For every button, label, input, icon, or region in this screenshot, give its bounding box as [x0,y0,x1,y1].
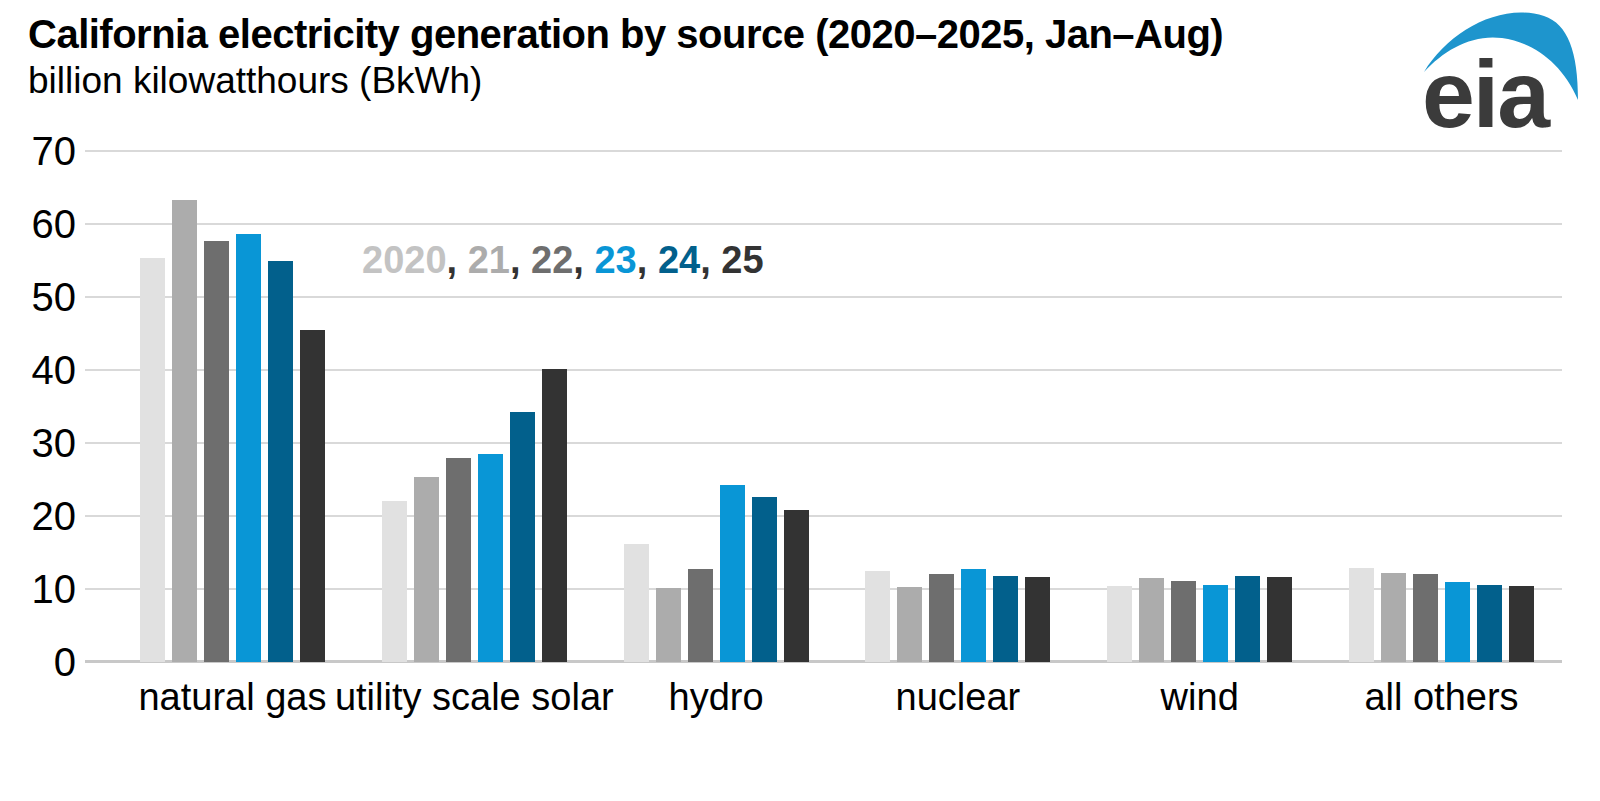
bar-natural-gas-23 [236,234,261,662]
bar-group-all-others [1349,151,1534,662]
bar-wind-25 [1267,577,1292,662]
y-axis-label-10: 10 [0,565,76,613]
bar-groups [85,151,1562,662]
x-axis-label-slot-nuclear: nuclear [865,672,1050,772]
bar-utility-scale-solar-22 [446,458,471,662]
bar-nuclear-24 [993,576,1018,662]
bar-all-others-2020 [1349,568,1374,662]
x-axis-label-all-others: all others [1296,672,1586,722]
bar-utility-scale-solar-21 [414,477,439,662]
y-axis-label-50: 50 [0,273,76,321]
bar-all-others-24 [1477,585,1502,662]
y-axis-labels: 010203040506070 [0,151,76,662]
eia-logo-graphic: eia [1412,6,1580,136]
bar-nuclear-23 [961,569,986,662]
chart-canvas: California electricity generation by sou… [0,0,1600,801]
chart-title: California electricity generation by sou… [28,12,1223,57]
bar-all-others-23 [1445,582,1470,662]
bar-hydro-2020 [624,544,649,662]
bar-wind-24 [1235,576,1260,662]
x-axis-label-slot-all-others: all others [1349,672,1534,772]
bar-hydro-25 [784,510,809,662]
eia-logo-text: eia [1422,41,1551,136]
legend-item-25: 25 [721,239,763,281]
bar-group-hydro [624,151,809,662]
x-axis-labels: natural gas utility scale solar hydro nucle… [85,672,1562,772]
x-axis-label-slot-wind: wind [1107,672,1292,772]
x-axis-label-slot-utility-scale-solar: utility scale solar [382,672,567,772]
x-axis-label-slot-natural-gas: natural gas [140,672,325,772]
y-axis-label-0: 0 [0,638,76,686]
y-axis-label-20: 20 [0,492,76,540]
legend-item-22: 22 [531,239,573,281]
bar-wind-2020 [1107,586,1132,662]
legend-separator: , [637,239,658,281]
bar-utility-scale-solar-24 [510,412,535,662]
legend-item-2020: 2020 [362,239,447,281]
legend-separator: , [447,239,468,281]
bar-group-natural-gas [140,151,325,662]
bar-group-utility-scale-solar [382,151,567,662]
bar-utility-scale-solar-23 [478,454,503,662]
bar-nuclear-25 [1025,577,1050,662]
chart-subtitle: billion kilowatthours (BkWh) [28,60,482,102]
bar-all-others-21 [1381,573,1406,662]
y-axis-label-30: 30 [0,419,76,467]
bar-natural-gas-2020 [140,258,165,662]
bar-utility-scale-solar-2020 [382,501,407,662]
legend-separator: , [510,239,531,281]
y-axis-label-60: 60 [0,200,76,248]
bar-group-wind [1107,151,1292,662]
bar-natural-gas-24 [268,261,293,663]
bar-all-others-22 [1413,574,1438,662]
bar-natural-gas-25 [300,330,325,662]
legend-item-21: 21 [468,239,510,281]
bar-hydro-23 [720,485,745,662]
bar-utility-scale-solar-25 [542,369,567,662]
plot-area: 2020, 21, 22, 23, 24, 25 [85,151,1562,662]
y-axis-label-40: 40 [0,346,76,394]
legend-separator: , [700,239,721,281]
bar-group-nuclear [865,151,1050,662]
y-axis-label-70: 70 [0,127,76,175]
bar-natural-gas-21 [172,200,197,662]
legend-item-23: 23 [594,239,636,281]
bar-hydro-24 [752,497,777,662]
legend-item-24: 24 [658,239,700,281]
x-axis-label-slot-hydro: hydro [624,672,809,772]
bar-all-others-25 [1509,586,1534,662]
bar-nuclear-2020 [865,571,890,662]
bar-natural-gas-22 [204,241,229,662]
bar-hydro-22 [688,569,713,662]
legend: 2020, 21, 22, 23, 24, 25 [362,239,764,282]
bar-wind-22 [1171,581,1196,662]
bar-hydro-21 [656,588,681,662]
bar-wind-23 [1203,585,1228,662]
bar-nuclear-22 [929,574,954,662]
eia-logo: eia [1412,6,1580,136]
legend-separator: , [573,239,594,281]
bar-nuclear-21 [897,587,922,662]
bar-wind-21 [1139,578,1164,662]
